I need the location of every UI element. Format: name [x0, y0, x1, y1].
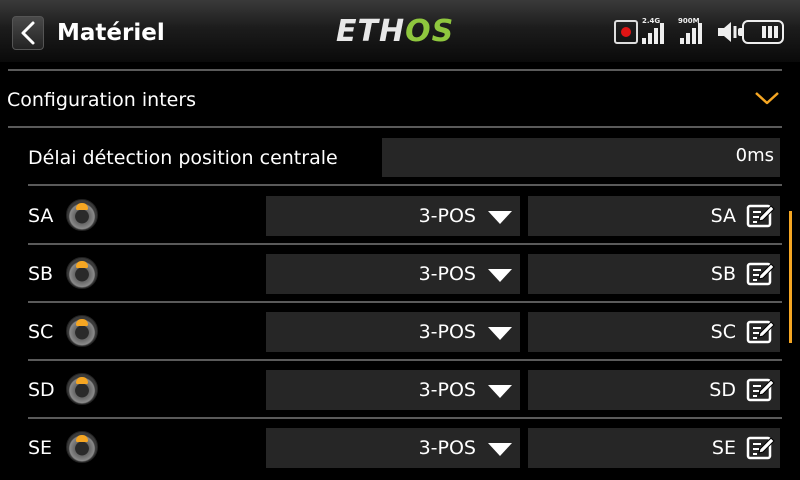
switch-type-value: 3-POS	[418, 263, 476, 285]
switch-type-dropdown[interactable]: 3-POS	[266, 370, 520, 410]
switch-name-value: SD	[709, 379, 736, 401]
switch-type-dropdown[interactable]: 3-POS	[266, 428, 520, 468]
switch-type-dropdown[interactable]: 3-POS	[266, 254, 520, 294]
edit-icon[interactable]	[746, 435, 776, 461]
divider	[28, 417, 782, 419]
signal-2g4-icon[interactable]	[642, 22, 664, 44]
switch-knob-icon	[66, 257, 98, 289]
switch-knob-icon	[66, 199, 98, 231]
switch-type-value: 3-POS	[418, 437, 476, 459]
switch-name-value: SA	[710, 205, 736, 227]
switch-name-field[interactable]: SD	[528, 370, 780, 410]
switch-row-se: SE 3-POS SE	[0, 418, 790, 476]
switch-name-value: SB	[710, 263, 736, 285]
record-icon[interactable]	[614, 20, 638, 44]
divider	[8, 69, 782, 71]
back-icon	[21, 21, 35, 45]
battery-icon[interactable]	[738, 20, 784, 44]
divider	[28, 359, 782, 361]
divider	[28, 184, 782, 186]
dropdown-arrow-icon	[488, 385, 512, 398]
band-900m-label: 900M	[678, 17, 700, 25]
divider	[28, 301, 782, 303]
switch-name-field[interactable]: SC	[528, 312, 780, 352]
switch-name-field[interactable]: SA	[528, 196, 780, 236]
dropdown-arrow-icon	[488, 269, 512, 282]
dropdown-arrow-icon	[488, 327, 512, 340]
edit-icon[interactable]	[746, 261, 776, 287]
ethos-logo: ETHOS	[336, 16, 454, 48]
divider	[8, 126, 782, 128]
switch-row-sa: SA 3-POS SA	[0, 186, 790, 244]
scrollbar[interactable]	[789, 211, 792, 343]
switch-label: SE	[28, 437, 53, 459]
switch-type-value: 3-POS	[418, 205, 476, 227]
divider	[28, 243, 782, 245]
switch-row-sc: SC 3-POS SC	[0, 302, 790, 360]
switch-type-dropdown[interactable]: 3-POS	[266, 312, 520, 352]
dropdown-arrow-icon	[488, 443, 512, 456]
switch-label: SB	[28, 263, 54, 285]
page-title: Matériel	[57, 20, 165, 46]
center-delay-label: Délai détection position centrale	[28, 147, 338, 169]
center-delay-value: 0ms	[735, 145, 774, 166]
center-delay-field[interactable]: 0ms	[382, 138, 780, 177]
dropdown-arrow-icon	[488, 211, 512, 224]
logo-text-os: OS	[405, 14, 455, 49]
top-bar: Matériel ETHOS 2.4G 900M	[0, 0, 800, 62]
section-title: Configuration inters	[7, 89, 197, 111]
switch-knob-icon	[66, 431, 98, 463]
switch-row-sd: SD 3-POS SD	[0, 360, 790, 418]
switch-name-value: SC	[710, 321, 736, 343]
back-button[interactable]	[12, 16, 44, 50]
switch-name-field[interactable]: SE	[528, 428, 780, 468]
switch-type-value: 3-POS	[418, 321, 476, 343]
switch-label: SA	[28, 205, 54, 227]
volume-icon[interactable]	[716, 20, 742, 44]
switch-type-dropdown[interactable]: 3-POS	[266, 196, 520, 236]
switch-knob-icon	[66, 373, 98, 405]
switch-label: SD	[28, 379, 55, 401]
edit-icon[interactable]	[746, 377, 776, 403]
switch-type-value: 3-POS	[418, 379, 476, 401]
switch-row-sb: SB 3-POS SB	[0, 244, 790, 302]
switch-name-value: SE	[711, 437, 736, 459]
band-2g4-label: 2.4G	[642, 17, 661, 25]
chevron-down-icon[interactable]	[754, 90, 780, 106]
signal-900m-icon[interactable]	[680, 22, 702, 44]
edit-icon[interactable]	[746, 319, 776, 345]
switch-name-field[interactable]: SB	[528, 254, 780, 294]
switch-knob-icon	[66, 315, 98, 347]
switch-label: SC	[28, 321, 54, 343]
edit-icon[interactable]	[746, 203, 776, 229]
logo-text-eth: ETH	[336, 14, 406, 49]
section-header-switch-config[interactable]: Configuration inters	[0, 72, 800, 128]
